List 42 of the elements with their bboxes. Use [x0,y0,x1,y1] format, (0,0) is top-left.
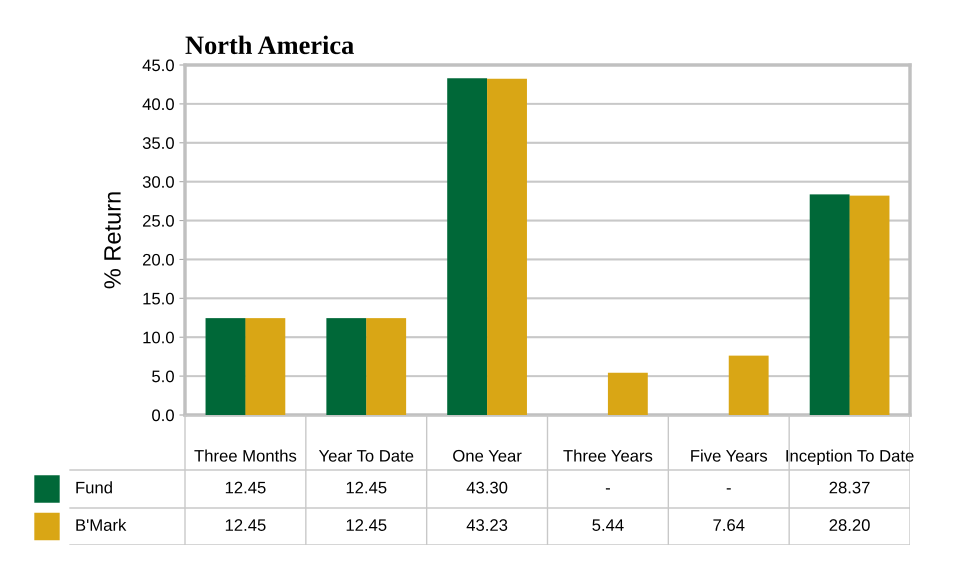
y-tick-label: 45.0 [142,59,174,72]
text: - [606,488,610,490]
y-tick-label: 30.0 [142,176,174,188]
bar [487,78,527,415]
y-tick-label: 15.0 [143,292,174,305]
x-tick-label: Three Months [194,449,296,462]
chart-title: North America [186,36,354,54]
data-label: 43.30 [466,482,508,494]
bar [850,196,890,415]
legend-label: Fund [76,481,112,494]
data-label: 28.20 [830,519,870,531]
x-tick-label: One Year [453,450,522,462]
x-tick-label: Inception To Date [786,449,914,465]
data-label: 12.45 [346,482,386,494]
text: - [726,488,731,490]
data-label: 7.64 [713,519,744,531]
data-label: 28.37 [830,482,870,494]
x-tick-label: Five Years [691,449,768,462]
bar [245,318,286,415]
data-label: 12.45 [226,482,266,494]
y-tick-label: 25.0 [142,214,174,227]
bar [447,78,488,415]
y-tick-label: 10.0 [143,332,174,344]
bar [608,372,648,415]
x-tick-label: Three Years [563,449,652,462]
bar [206,318,246,415]
bar [728,356,769,415]
y-tick-label: 5.0 [152,370,174,382]
y-tick-label: 20.0 [142,254,174,266]
y-tick-label: 35.0 [142,137,174,149]
legend-label: B'Mark [76,518,126,531]
y-tick-label: 0.0 [152,409,174,422]
bar [326,318,366,415]
y-tick-label: 40.0 [142,98,174,110]
data-label: 5.44 [592,519,624,531]
data-label: 12.45 [226,519,266,531]
bar [366,318,406,415]
bar [810,194,850,415]
y-axis-title: % Return [104,192,121,288]
data-label: 43.23 [466,519,508,531]
data-label: 12.45 [346,519,386,531]
x-tick-label: Year To Date [318,450,414,462]
